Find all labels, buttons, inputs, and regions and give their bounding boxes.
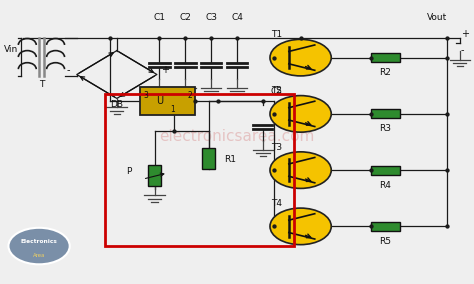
Circle shape <box>9 228 70 264</box>
Text: T4: T4 <box>272 199 283 208</box>
Text: 1: 1 <box>171 105 175 114</box>
Text: T3: T3 <box>272 143 283 152</box>
Bar <box>105 94 293 246</box>
Circle shape <box>270 152 331 188</box>
Bar <box>202 148 215 170</box>
Text: R4: R4 <box>380 181 392 189</box>
Circle shape <box>270 208 331 245</box>
Text: C3: C3 <box>205 13 217 22</box>
Text: R1: R1 <box>224 155 236 164</box>
Text: C2: C2 <box>179 13 191 22</box>
Text: Area: Area <box>33 253 45 258</box>
Text: T2: T2 <box>272 86 283 95</box>
Text: Vout: Vout <box>427 13 447 22</box>
Circle shape <box>270 39 331 76</box>
Text: C1: C1 <box>153 13 165 22</box>
Text: U: U <box>156 96 163 106</box>
Text: P: P <box>126 167 131 176</box>
Circle shape <box>270 96 331 132</box>
Text: 2: 2 <box>187 91 192 100</box>
Bar <box>371 222 400 231</box>
Bar <box>371 53 400 62</box>
Text: T: T <box>39 80 44 89</box>
Text: -: - <box>66 65 70 75</box>
Bar <box>148 165 161 186</box>
Text: R3: R3 <box>379 124 392 133</box>
Bar <box>371 109 400 118</box>
Text: +: + <box>461 28 469 39</box>
Text: Electronics: Electronics <box>21 239 57 244</box>
Text: C5: C5 <box>270 87 282 96</box>
Text: Vin: Vin <box>4 45 18 54</box>
Bar <box>371 166 400 175</box>
Text: -: - <box>461 45 465 55</box>
Text: T1: T1 <box>272 30 283 39</box>
Text: +: + <box>161 65 169 75</box>
Text: C4: C4 <box>231 13 243 22</box>
Bar <box>140 87 195 115</box>
Text: 3: 3 <box>143 91 148 100</box>
Text: R2: R2 <box>380 68 392 77</box>
Text: electronicsarea.com: electronicsarea.com <box>159 129 315 144</box>
Text: R5: R5 <box>379 237 392 246</box>
Text: DB: DB <box>110 100 123 109</box>
